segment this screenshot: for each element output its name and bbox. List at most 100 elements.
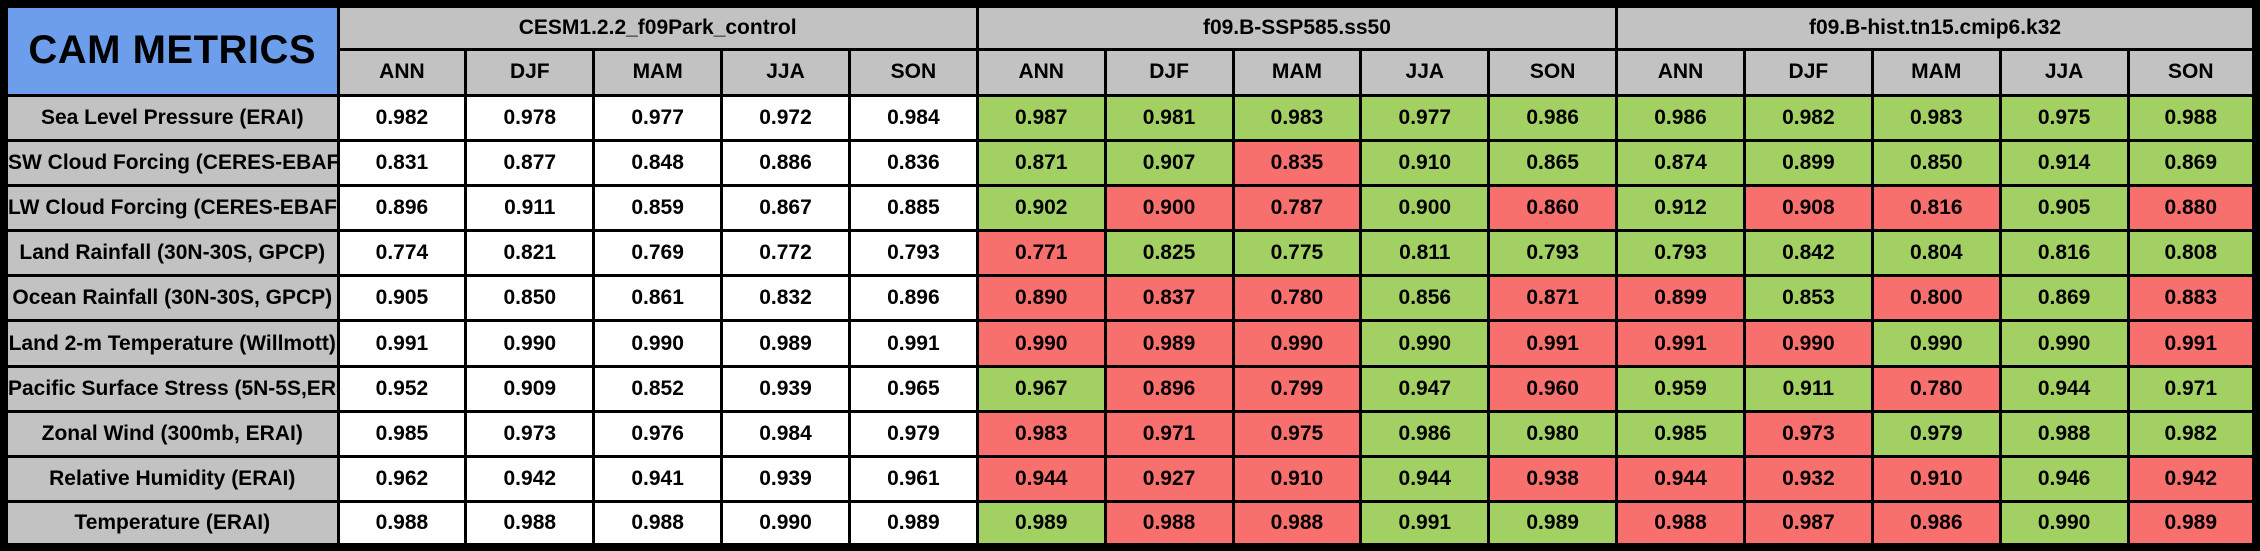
- metric-value-cell: 0.910: [1231, 454, 1363, 504]
- metric-value-cell: 0.869: [1998, 274, 2130, 323]
- metric-value-cell: 0.780: [1870, 364, 2002, 413]
- metric-value-cell: 0.990: [1231, 319, 1363, 368]
- metric-value-cell: 0.902: [975, 183, 1107, 233]
- column-group-header: f09.B-SSP585.ss50: [975, 2, 1619, 51]
- table-title-cell: CAM METRICS: [2, 2, 340, 97]
- metric-value-cell: 0.900: [1103, 183, 1235, 233]
- metric-value-cell: 0.877: [464, 138, 596, 187]
- header-season-row: ANN DJF MAM JJA SON ANN DJF MAM JJA SON ANN DJF MAM J…: [4, 47, 2258, 97]
- metric-value-cell: 0.831: [336, 138, 468, 187]
- metric-value-cell: 0.973: [464, 409, 596, 459]
- metric-value-cell: 0.793: [847, 229, 979, 278]
- table-row: Land Rainfall (30N-30S, GPCP) 0.774 0.821 0…: [2, 229, 2258, 278]
- metric-label-cell: Relative Humidity (ERAI): [2, 454, 340, 504]
- metric-value-cell: 0.836: [847, 138, 979, 187]
- metric-value-cell: 0.850: [1870, 138, 2002, 187]
- metric-label-cell: Temperature (ERAI): [2, 500, 340, 549]
- table-row: Temperature (ERAI) 0.988 0.988 0.988 0.990 0.…: [2, 500, 2258, 549]
- season-header: ANN: [1615, 47, 1746, 97]
- metric-value-cell: 0.952: [336, 364, 468, 413]
- metric-value-cell: 0.793: [1487, 229, 1619, 278]
- metric-value-cell: 0.990: [1870, 319, 2002, 368]
- metric-value-cell: 0.991: [1487, 319, 1619, 368]
- metric-value-cell: 0.848: [592, 138, 724, 187]
- metric-value-cell: 0.982: [1742, 93, 1874, 142]
- metric-value-cell: 0.991: [2126, 319, 2258, 368]
- table-header: CAM METRICS CESM1.2.2_f09Park_control f09.…: [2, 2, 2258, 97]
- metric-value-cell: 0.990: [1998, 500, 2130, 549]
- metric-value-cell: 0.985: [336, 409, 468, 459]
- metric-value-cell: 0.975: [1998, 93, 2130, 142]
- metric-value-cell: 0.771: [975, 229, 1107, 278]
- metric-value-cell: 0.991: [847, 319, 979, 368]
- metric-value-cell: 0.835: [1231, 138, 1363, 187]
- season-header: JJA: [720, 47, 851, 97]
- metric-value-cell: 0.939: [720, 364, 851, 413]
- metric-value-cell: 0.865: [1487, 138, 1619, 187]
- metric-value-cell: 0.977: [592, 93, 724, 142]
- metric-value-cell: 0.982: [2126, 409, 2258, 459]
- metric-value-cell: 0.978: [464, 93, 596, 142]
- metric-value-cell: 0.975: [1231, 409, 1363, 459]
- metric-label-cell: LW Cloud Forcing (CERES-EBAF): [2, 183, 340, 233]
- metric-value-cell: 0.885: [847, 183, 979, 233]
- metric-value-cell: 0.979: [847, 409, 979, 459]
- metric-value-cell: 0.984: [720, 409, 851, 459]
- metric-value-cell: 0.977: [1359, 93, 1491, 142]
- metric-value-cell: 0.811: [1359, 229, 1491, 278]
- metric-value-cell: 0.852: [592, 364, 724, 413]
- table-row: Land 2-m Temperature (Willmott) 0.991 0.99…: [2, 319, 2258, 368]
- metric-value-cell: 0.971: [2126, 364, 2258, 413]
- metric-value-cell: 0.944: [1998, 364, 2130, 413]
- metric-value-cell: 0.967: [975, 364, 1107, 413]
- metric-value-cell: 0.988: [336, 500, 468, 549]
- metric-value-cell: 0.908: [1742, 183, 1874, 233]
- metric-value-cell: 0.986: [1615, 93, 1746, 142]
- metric-value-cell: 0.769: [592, 229, 724, 278]
- season-header: DJF: [1103, 47, 1235, 97]
- metric-value-cell: 0.793: [1615, 229, 1746, 278]
- metric-value-cell: 0.911: [464, 183, 596, 233]
- metric-value-cell: 0.990: [464, 319, 596, 368]
- season-header: JJA: [1359, 47, 1491, 97]
- metric-value-cell: 0.911: [1742, 364, 1874, 413]
- metric-value-cell: 0.986: [1359, 409, 1491, 459]
- metric-value-cell: 0.946: [1998, 454, 2130, 504]
- metric-value-cell: 0.959: [1615, 364, 1746, 413]
- metric-value-cell: 0.861: [592, 274, 724, 323]
- metric-value-cell: 0.850: [464, 274, 596, 323]
- metric-label-cell: Land Rainfall (30N-30S, GPCP): [2, 229, 340, 278]
- metric-value-cell: 0.910: [1870, 454, 2002, 504]
- table-row: Relative Humidity (ERAI) 0.962 0.942 0.941 0…: [2, 454, 2258, 504]
- metric-value-cell: 0.880: [2126, 183, 2258, 233]
- metric-value-cell: 0.900: [1359, 183, 1491, 233]
- metric-value-cell: 0.981: [1103, 93, 1235, 142]
- season-header: JJA: [1998, 47, 2130, 97]
- metric-value-cell: 0.869: [2126, 138, 2258, 187]
- season-header: ANN: [336, 47, 468, 97]
- metric-value-cell: 0.988: [1231, 500, 1363, 549]
- metric-value-cell: 0.799: [1231, 364, 1363, 413]
- metric-value-cell: 0.990: [592, 319, 724, 368]
- table-row: Pacific Surface Stress (5N-5S,ERS) 0.952 0…: [2, 364, 2258, 413]
- metric-value-cell: 0.787: [1231, 183, 1363, 233]
- metric-value-cell: 0.912: [1615, 183, 1746, 233]
- metric-value-cell: 0.988: [1998, 409, 2130, 459]
- metric-value-cell: 0.983: [1870, 93, 2002, 142]
- season-header: MAM: [592, 47, 724, 97]
- metric-value-cell: 0.961: [847, 454, 979, 504]
- metric-label-cell: Land 2-m Temperature (Willmott): [2, 319, 340, 368]
- header-group-row: CAM METRICS CESM1.2.2_f09Park_control f09.…: [2, 2, 2258, 97]
- season-header: ANN: [975, 47, 1107, 97]
- table-row: Ocean Rainfall (30N-30S, GPCP) 0.905 0.850…: [2, 274, 2258, 323]
- metric-value-cell: 0.989: [1103, 319, 1235, 368]
- metric-value-cell: 0.960: [1487, 364, 1619, 413]
- column-group-header: CESM1.2.2_f09Park_control: [336, 2, 979, 51]
- metric-value-cell: 0.982: [336, 93, 468, 142]
- metric-label-cell: Sea Level Pressure (ERAI): [2, 93, 340, 142]
- metric-value-cell: 0.971: [1103, 409, 1235, 459]
- metric-value-cell: 0.983: [975, 409, 1107, 459]
- metric-value-cell: 0.941: [592, 454, 724, 504]
- metric-value-cell: 0.775: [1231, 229, 1363, 278]
